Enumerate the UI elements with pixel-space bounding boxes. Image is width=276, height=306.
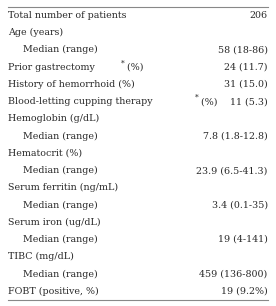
Text: Serum ferritin (ng/mL): Serum ferritin (ng/mL) — [8, 183, 118, 192]
Text: *: * — [120, 59, 124, 67]
Text: 58 (18-86): 58 (18-86) — [218, 45, 268, 54]
Text: History of hemorrhoid (%): History of hemorrhoid (%) — [8, 80, 135, 89]
Text: 459 (136-800): 459 (136-800) — [200, 270, 268, 278]
Text: Total number of patients: Total number of patients — [8, 11, 127, 20]
Text: Serum iron (ug/dL): Serum iron (ug/dL) — [8, 218, 101, 227]
Text: Median (range): Median (range) — [23, 45, 98, 54]
Text: Median (range): Median (range) — [23, 270, 98, 278]
Text: Median (range): Median (range) — [23, 235, 98, 244]
Text: Hemoglobin (g/dL): Hemoglobin (g/dL) — [8, 114, 100, 123]
Text: Age (years): Age (years) — [8, 28, 63, 37]
Text: Median (range): Median (range) — [23, 166, 98, 175]
Text: 31 (15.0): 31 (15.0) — [224, 80, 268, 89]
Text: Prior gastrectomy: Prior gastrectomy — [8, 63, 95, 72]
Text: 24 (11.7): 24 (11.7) — [224, 63, 268, 72]
Text: *: * — [195, 94, 199, 102]
Text: (%): (%) — [124, 63, 143, 72]
Text: 23.9 (6.5-41.3): 23.9 (6.5-41.3) — [196, 166, 268, 175]
Text: 206: 206 — [250, 11, 268, 20]
Text: FOBT (positive, %): FOBT (positive, %) — [8, 287, 99, 296]
Text: 7.8 (1.8-12.8): 7.8 (1.8-12.8) — [203, 132, 268, 140]
Text: (%): (%) — [198, 97, 218, 106]
Text: 11 (5.3): 11 (5.3) — [230, 97, 268, 106]
Text: 19 (9.2%): 19 (9.2%) — [221, 287, 268, 296]
Text: 3.4 (0.1-35): 3.4 (0.1-35) — [212, 200, 268, 210]
Text: Median (range): Median (range) — [23, 132, 98, 141]
Text: 19 (4-141): 19 (4-141) — [218, 235, 268, 244]
Text: Blood-letting cupping therapy: Blood-letting cupping therapy — [8, 97, 153, 106]
Text: TIBC (mg/dL): TIBC (mg/dL) — [8, 252, 74, 261]
Text: Median (range): Median (range) — [23, 200, 98, 210]
Text: Hematocrit (%): Hematocrit (%) — [8, 149, 83, 158]
